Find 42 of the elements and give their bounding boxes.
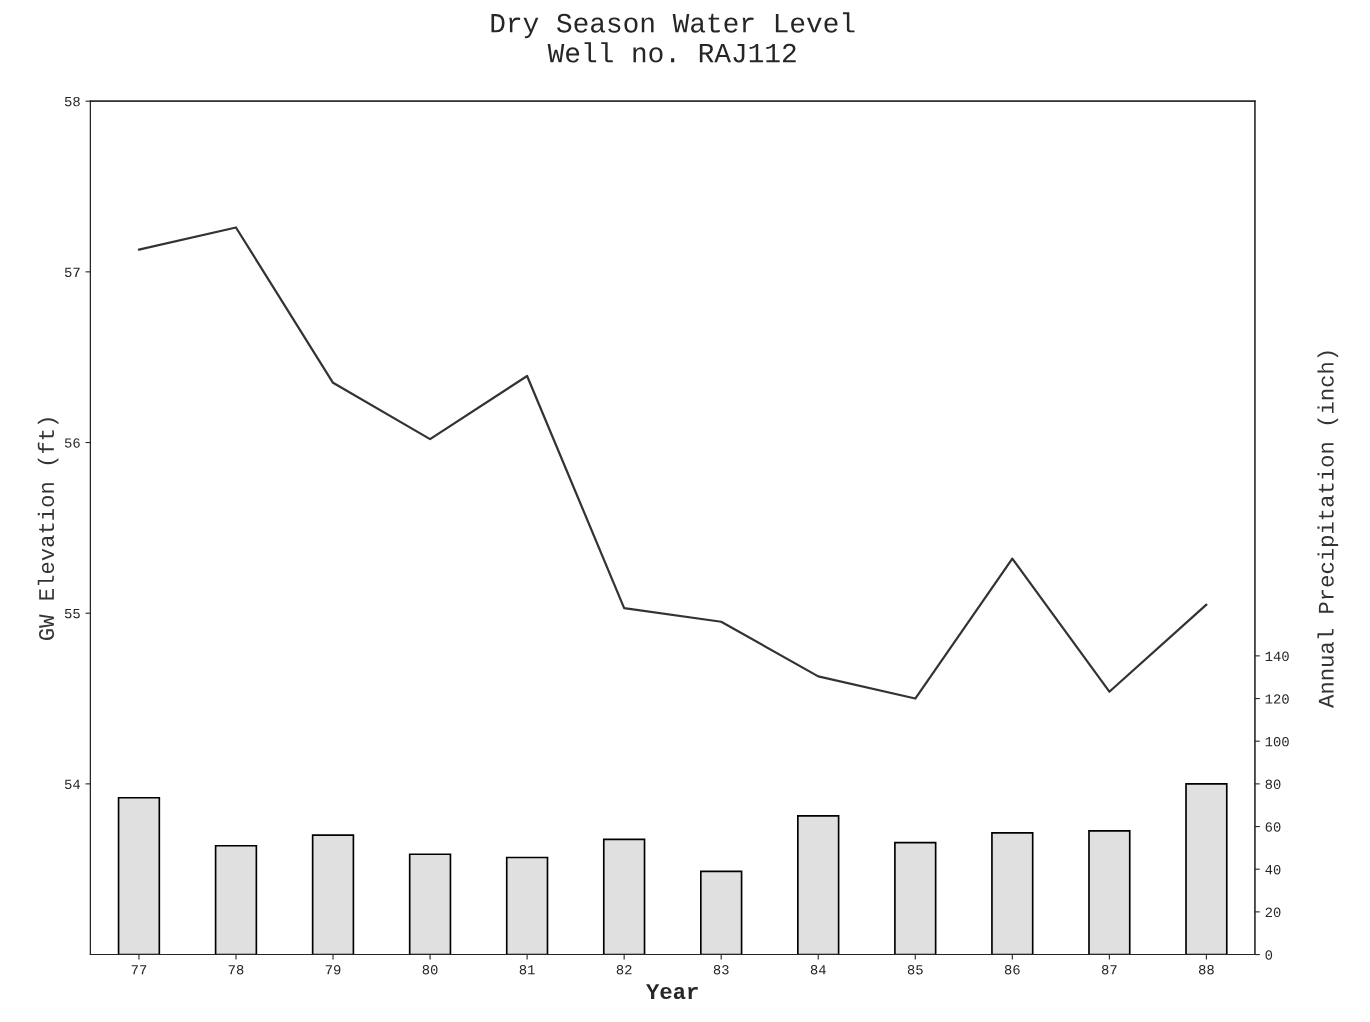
x-tick-label: 80 <box>422 965 438 975</box>
y2-tick-label: 80 <box>1265 779 1281 790</box>
y2-tick-label: 20 <box>1265 907 1281 918</box>
line-series <box>137 226 1208 700</box>
y2-tick-label: 100 <box>1265 736 1289 747</box>
x-axis-title: Year <box>646 984 698 1000</box>
bar <box>1185 783 1228 955</box>
x-tick-label: 84 <box>810 965 826 975</box>
y2-tick-label: 0 <box>1265 950 1273 960</box>
y-axis-title: GW Elevation (ft) <box>37 418 59 640</box>
x-tick-label: 86 <box>1004 965 1020 975</box>
chart-title: Dry Season Water Level Well no. RAJ112 <box>491 12 855 63</box>
bar <box>894 841 937 955</box>
y2-tick-label: 120 <box>1265 694 1289 704</box>
bar <box>505 856 549 955</box>
x-tick-label: 78 <box>228 965 244 975</box>
bar <box>214 844 258 955</box>
y-tick-label: 54 <box>64 779 80 790</box>
x-tick-label: 77 <box>131 965 147 975</box>
bar <box>311 834 355 955</box>
bar <box>117 796 161 955</box>
bar <box>991 832 1034 955</box>
x-tick-label: 88 <box>1198 965 1214 975</box>
y-tick-label: 56 <box>64 438 80 448</box>
x-tick-label: 81 <box>519 965 535 975</box>
bar <box>699 870 743 955</box>
bar <box>797 815 840 955</box>
y-tick-label: 55 <box>64 609 80 619</box>
y-tick-label: 58 <box>64 96 80 107</box>
x-tick-label: 85 <box>907 965 923 975</box>
x-tick-label: 79 <box>325 965 341 975</box>
y2-tick-label: 140 <box>1265 651 1289 662</box>
bar <box>1088 829 1131 955</box>
bar <box>602 838 646 955</box>
x-tick-label: 82 <box>616 965 632 975</box>
y2-tick-label: 40 <box>1265 864 1281 875</box>
bar <box>408 853 452 955</box>
y-tick-label: 57 <box>64 267 80 278</box>
y2-tick-label: 60 <box>1265 822 1281 832</box>
y2-axis-title: Annual Precipitation (inch) <box>1317 351 1339 708</box>
x-tick-label: 87 <box>1101 965 1117 975</box>
x-tick-label: 83 <box>713 965 729 975</box>
